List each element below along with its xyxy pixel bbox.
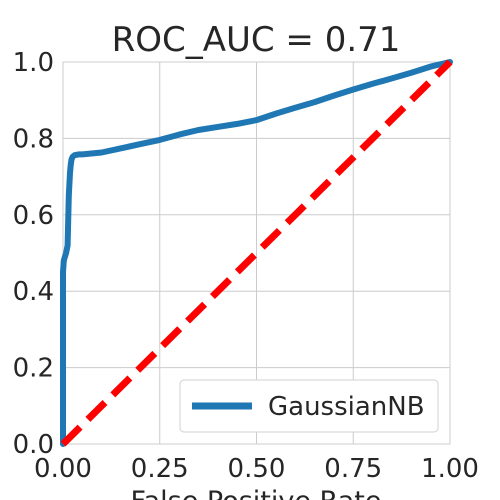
x-axis-label: False Positive Rate bbox=[131, 486, 382, 500]
y-tick-label: 1.0 bbox=[13, 48, 54, 78]
x-tick-label: 1.00 bbox=[421, 454, 479, 484]
y-tick-label: 0.6 bbox=[13, 201, 54, 231]
legend: GaussianNB bbox=[179, 379, 439, 433]
x-tick-labels: 0.00 0.25 0.50 0.75 1.00 bbox=[34, 454, 479, 484]
roc-curve-gaussiannb bbox=[60, 59, 453, 447]
y-tick-label: 0.0 bbox=[13, 430, 54, 460]
y-tick-labels: 0.0 0.2 0.4 0.6 0.8 1.0 bbox=[13, 48, 54, 460]
x-tick-label: 0.75 bbox=[324, 454, 382, 484]
diagonal-reference-line bbox=[60, 59, 453, 447]
legend-box bbox=[179, 379, 439, 433]
x-tick-label: 0.00 bbox=[34, 454, 92, 484]
x-tick-label: 0.50 bbox=[228, 454, 286, 484]
y-tick-label: 0.2 bbox=[13, 354, 54, 384]
chart-title: ROC_AUC = 0.71 bbox=[112, 20, 401, 60]
legend-label-gaussiannb: GaussianNB bbox=[268, 392, 425, 422]
series-layer bbox=[60, 59, 453, 447]
x-tick-label: 0.25 bbox=[131, 454, 189, 484]
y-tick-label: 0.4 bbox=[13, 277, 54, 307]
y-tick-label: 0.8 bbox=[13, 124, 54, 154]
